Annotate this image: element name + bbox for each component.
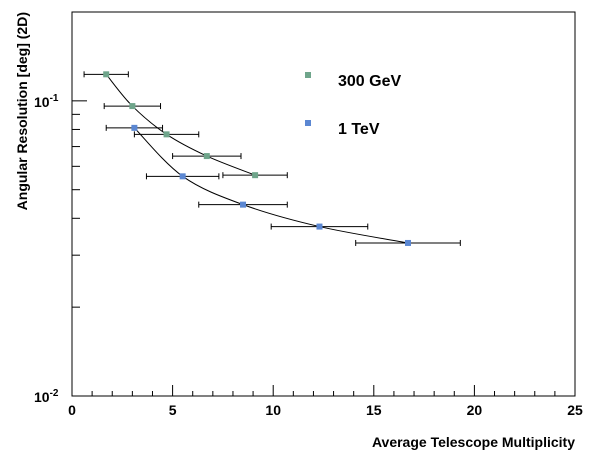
data-point	[179, 173, 186, 180]
x-tick-label: 5	[169, 402, 177, 418]
x-tick-label: 10	[265, 402, 281, 418]
legend-label: 1 TeV	[338, 121, 380, 138]
data-point	[240, 201, 247, 208]
legend-marker	[305, 72, 311, 78]
legend: 300 GeV 1 TeV	[305, 72, 401, 138]
data-point	[405, 239, 412, 246]
plot-frame	[71, 11, 576, 397]
data-point	[316, 223, 323, 230]
y-axis-title: Angular Resolution [deg] (2D)	[14, 12, 30, 210]
data-point	[163, 131, 170, 138]
y-tick-label-exponent: -1	[50, 93, 59, 104]
x-tick-label: 20	[467, 402, 483, 418]
data-point	[131, 124, 138, 131]
data-point	[203, 153, 210, 160]
x-tick-label: 15	[366, 402, 382, 418]
data-point	[129, 103, 136, 110]
legend-marker	[305, 120, 311, 126]
axis-ticks	[71, 11, 576, 397]
y-tick-label: 10-1	[34, 93, 59, 110]
data-points	[103, 71, 412, 246]
x-tick-label: 25	[567, 402, 583, 418]
data-point	[103, 71, 110, 78]
x-axis-title: Average Telescope Multiplicity	[372, 434, 575, 450]
y-tick-label-exponent: -2	[50, 388, 59, 399]
y-tick-label-base: 10	[34, 389, 50, 405]
legend-label: 300 GeV	[338, 73, 401, 90]
y-tick-label: 10-2	[34, 388, 59, 405]
data-point	[252, 172, 259, 179]
x-tick-label: 0	[68, 402, 76, 418]
y-tick-label-base: 10	[34, 94, 50, 110]
